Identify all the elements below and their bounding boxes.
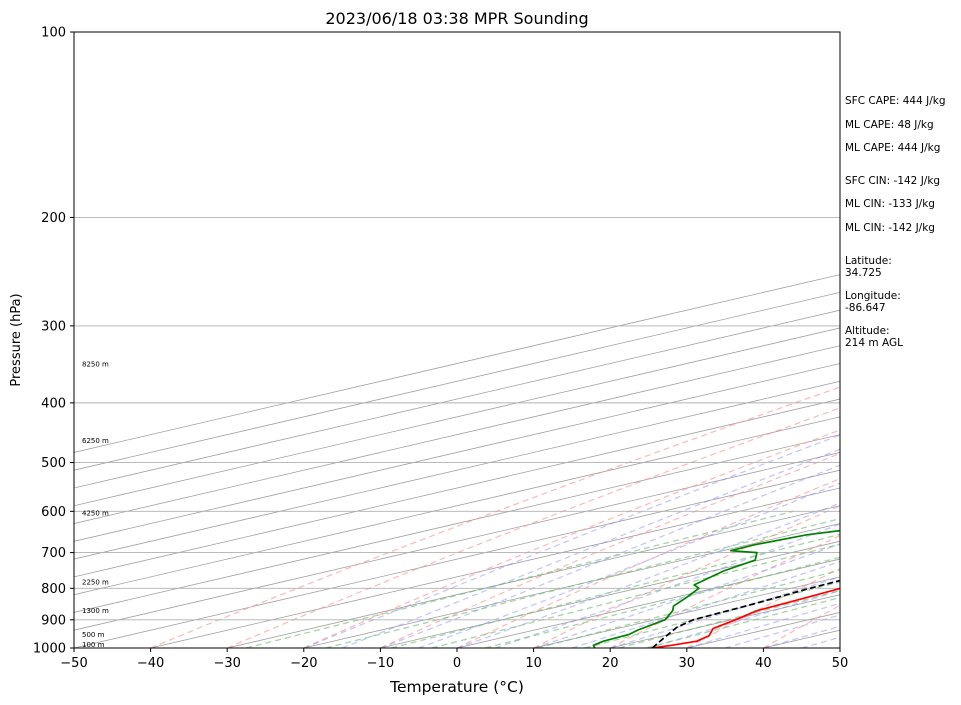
y-tick-label: 300 [41, 319, 66, 334]
y-tick-label: 500 [41, 456, 66, 471]
y-tick-label: 700 [41, 546, 66, 561]
height-label: 2250 m [82, 578, 109, 586]
moist-adiabat-line [686, 602, 840, 648]
latitude-text: Latitude: 34.725 [845, 255, 892, 279]
dry-adiabat-line [686, 567, 840, 648]
y-axis-label: Pressure (hPa) [9, 293, 24, 386]
ml-cin-text: ML CIN: -133 J/kg [845, 198, 935, 210]
height-label: 4250 m [82, 510, 109, 518]
height-label: 500 m [82, 631, 105, 639]
isotherm-line [74, 434, 840, 613]
ml-cape-text: ML CAPE: 48 J/kg [845, 119, 934, 131]
x-axis-ticks: −50 −40 −30 −20 −10 0 10 20 30 40 50 [60, 648, 848, 671]
plot-frame [73, 31, 841, 649]
isotherm-line [74, 380, 840, 560]
mixing-ratio-line [245, 510, 794, 648]
y-axis-ticks: 100 200 300 400 500 600 700 800 900 1000 [33, 26, 74, 657]
parcel-profile [651, 579, 840, 648]
moist-adiabat-line [303, 434, 840, 648]
series-layer [592, 529, 840, 648]
moist-adiabat-line [380, 464, 840, 648]
x-tick-label: −10 [367, 656, 394, 671]
mixing-ratio-line [325, 517, 840, 648]
isotherm-line [74, 345, 840, 524]
x-tick-label: −30 [213, 656, 240, 671]
x-tick-label: −40 [137, 656, 164, 671]
isotherm-line [74, 452, 840, 631]
x-tick-label: 20 [602, 656, 619, 671]
ml-cape-text-2: ML CAPE: 444 J/kg [845, 142, 941, 154]
y-tick-label: 400 [41, 396, 66, 411]
y-tick-label: 100 [41, 26, 66, 41]
height-label: 100 m [82, 641, 105, 649]
x-tick-label: −50 [60, 656, 87, 671]
isotherm-line [74, 398, 840, 578]
x-tick-label: −20 [290, 656, 317, 671]
moist-adiabat-line [571, 560, 840, 648]
y-tick-label: 900 [41, 613, 66, 628]
dewpoint-profile [592, 529, 840, 648]
background-lines [74, 274, 840, 648]
x-tick-label: 30 [679, 656, 696, 671]
sfc-cin-text: SFC CIN: -142 J/kg [845, 175, 941, 187]
dry-adiabat-line [380, 452, 840, 648]
dry-adiabat-line [609, 535, 840, 648]
moist-adiabat-line [418, 482, 840, 648]
isotherm-line [303, 523, 840, 648]
longitude-text: Longitude: -86.647 [845, 290, 901, 314]
isotherm-line [74, 416, 840, 596]
mixing-ratio-line [646, 596, 840, 648]
x-tick-label: 0 [453, 656, 461, 671]
isotherm-line [74, 291, 840, 471]
isotherm-line [74, 309, 840, 489]
x-tick-label: 10 [525, 656, 542, 671]
moist-adiabat-line [648, 590, 840, 648]
x-tick-label: 40 [755, 656, 772, 671]
mixing-ratio-line [584, 581, 840, 648]
dry-adiabat-line [150, 386, 840, 648]
sfc-cape-text: SFC CAPE: 444 J/kg [845, 95, 946, 107]
dry-adiabat-line [456, 478, 840, 648]
dry-adiabat-line [226, 407, 840, 648]
temperature-profile [652, 587, 840, 648]
moist-adiabat-line [495, 523, 840, 648]
x-axis-label: Temperature (°C) [389, 678, 524, 696]
isotherm-line [380, 540, 840, 648]
isotherm-line [74, 469, 840, 648]
pressure-gridlines [74, 31, 840, 649]
y-tick-label: 1000 [33, 642, 66, 657]
height-labels: 100 m 500 m 1300 m 2250 m 4250 m 6250 m 8250 m [82, 361, 109, 649]
height-label: 8250 m [82, 361, 109, 369]
height-label: 1300 m [82, 607, 109, 615]
ml-cin-text-2: ML CIN: -142 J/kg [845, 222, 935, 234]
mixing-ratio-line [618, 589, 840, 648]
isotherm-line [150, 487, 840, 648]
x-tick-label: 50 [832, 656, 849, 671]
altitude-text: Altitude: 214 m AGL [845, 325, 903, 349]
y-tick-label: 600 [41, 505, 66, 520]
chart-title: 2023/06/18 03:38 MPR Sounding [325, 9, 588, 28]
y-tick-label: 800 [41, 582, 66, 597]
isotherm-line [74, 327, 840, 507]
y-tick-label: 200 [41, 211, 66, 226]
mixing-ratio-line [537, 569, 840, 648]
isotherm-line [74, 274, 840, 453]
height-label: 6250 m [82, 437, 109, 445]
isotherm-line [227, 505, 840, 648]
isotherm-line [74, 363, 840, 542]
